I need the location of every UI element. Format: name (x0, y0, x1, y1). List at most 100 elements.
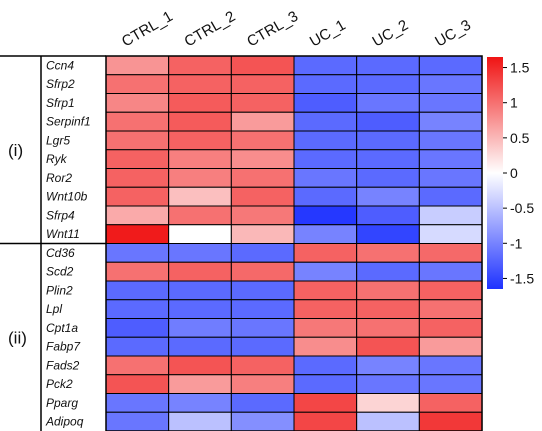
heatmap-cell (356, 261, 420, 282)
colorbar-gradient (487, 57, 503, 289)
heatmap-cell (293, 168, 358, 188)
heatmap-cell (418, 205, 483, 226)
heatmap-cell (230, 224, 295, 244)
row-label: Sfrp1 (46, 96, 75, 110)
heatmap-cell (356, 336, 420, 357)
heatmap-cell (168, 186, 232, 207)
heatmap-cell (105, 168, 170, 188)
heatmap-cell (168, 130, 232, 151)
heatmap-cell (230, 374, 295, 394)
colorbar-tick-label: -1.5 (510, 270, 534, 286)
heatmap-cell (105, 74, 170, 94)
heatmap-cell (230, 411, 295, 431)
heatmap-cell (418, 224, 483, 244)
heatmap-cell (105, 130, 170, 151)
heatmap-cell (293, 318, 358, 338)
heatmap-cell (168, 299, 232, 319)
column-label: UC_2 (370, 17, 412, 51)
heatmap-cell (418, 355, 483, 376)
heatmap-cell (418, 299, 483, 319)
row-label: Fads2 (46, 358, 80, 372)
heatmap-cell (168, 411, 232, 431)
heatmap-cell (356, 111, 420, 132)
row-label: Cd36 (46, 246, 75, 260)
row-label: Wnt10b (46, 190, 88, 204)
heatmap-cell (230, 318, 295, 338)
heatmap-cell (230, 111, 295, 132)
heatmap-cell (418, 186, 483, 207)
heatmap-cell (230, 355, 295, 376)
column-label: UC_1 (307, 17, 349, 51)
heatmap-cell (168, 318, 232, 338)
heatmap-cell (105, 411, 170, 431)
heatmap-cell (105, 336, 170, 357)
heatmap-cell (230, 299, 295, 319)
column-label: CTRL_1 (119, 8, 176, 51)
heatmap-cell (105, 93, 170, 113)
heatmap-cell (293, 336, 358, 357)
row-label: Ryk (46, 152, 68, 166)
group-label: (i) (8, 141, 23, 160)
heatmap-cell (168, 168, 232, 188)
heatmap-cell (356, 168, 420, 188)
heatmap-cell (418, 393, 483, 413)
row-label: Lgr5 (46, 133, 70, 147)
heatmap-cell (105, 374, 170, 394)
heatmap-cell (418, 130, 483, 151)
heatmap-cell (105, 299, 170, 319)
heatmap-cell (230, 186, 295, 207)
heatmap-cell (293, 93, 358, 113)
heatmap-cell (105, 261, 170, 282)
row-label: Lpl (46, 302, 62, 316)
heatmap-cell (293, 393, 358, 413)
heatmap-cell (168, 261, 232, 282)
row-label: Wnt11 (46, 227, 80, 241)
heatmap-cell (418, 280, 483, 301)
heatmap-cell (105, 393, 170, 413)
row-label: Pck2 (46, 377, 73, 391)
group-label: (ii) (8, 328, 27, 347)
row-label: Ror2 (46, 171, 72, 185)
heatmap-cell (418, 55, 483, 76)
heatmap-cell (418, 261, 483, 282)
heatmap-cell (168, 280, 232, 301)
heatmap-cell (356, 130, 420, 151)
heatmap-cell (356, 374, 420, 394)
heatmap-cell (293, 74, 358, 94)
heatmap-cell (168, 355, 232, 376)
heatmap-cell (356, 318, 420, 338)
heatmap-cell (105, 55, 170, 76)
heatmap-cell (418, 411, 483, 431)
heatmap-cell (230, 261, 295, 282)
row-label: Fabp7 (46, 340, 81, 354)
heatmap-cell (293, 224, 358, 244)
heatmap-cell (168, 149, 232, 169)
row-label: Adipoq (45, 415, 84, 429)
row-label: Sfrp4 (46, 208, 75, 222)
heatmap-cell (418, 243, 483, 263)
heatmap-cell (293, 355, 358, 376)
heatmap-cell (230, 74, 295, 94)
heatmap-cell (356, 224, 420, 244)
colorbar-tick-label: -0.5 (510, 200, 534, 216)
row-label: Serpinf1 (46, 115, 91, 129)
heatmap-cell (356, 280, 420, 301)
heatmap-cell (168, 336, 232, 357)
heatmap-cell (105, 243, 170, 263)
heatmap-cell (105, 186, 170, 207)
heatmap-cell (230, 55, 295, 76)
heatmap-cell (105, 280, 170, 301)
heatmap-cell (293, 111, 358, 132)
heatmap-cell (418, 168, 483, 188)
heatmap-cell (105, 149, 170, 169)
heatmap-cell (356, 74, 420, 94)
heatmap-cell (293, 261, 358, 282)
heatmap-cell (418, 374, 483, 394)
heatmap-cell (168, 55, 232, 76)
heatmap-cell (168, 93, 232, 113)
heatmap-cell (105, 111, 170, 132)
heatmap-cell (105, 205, 170, 226)
colorbar: 1.5 1 0.5 0 -0.5 -1 -1.5 (487, 57, 534, 289)
heatmap-cell (168, 243, 232, 263)
